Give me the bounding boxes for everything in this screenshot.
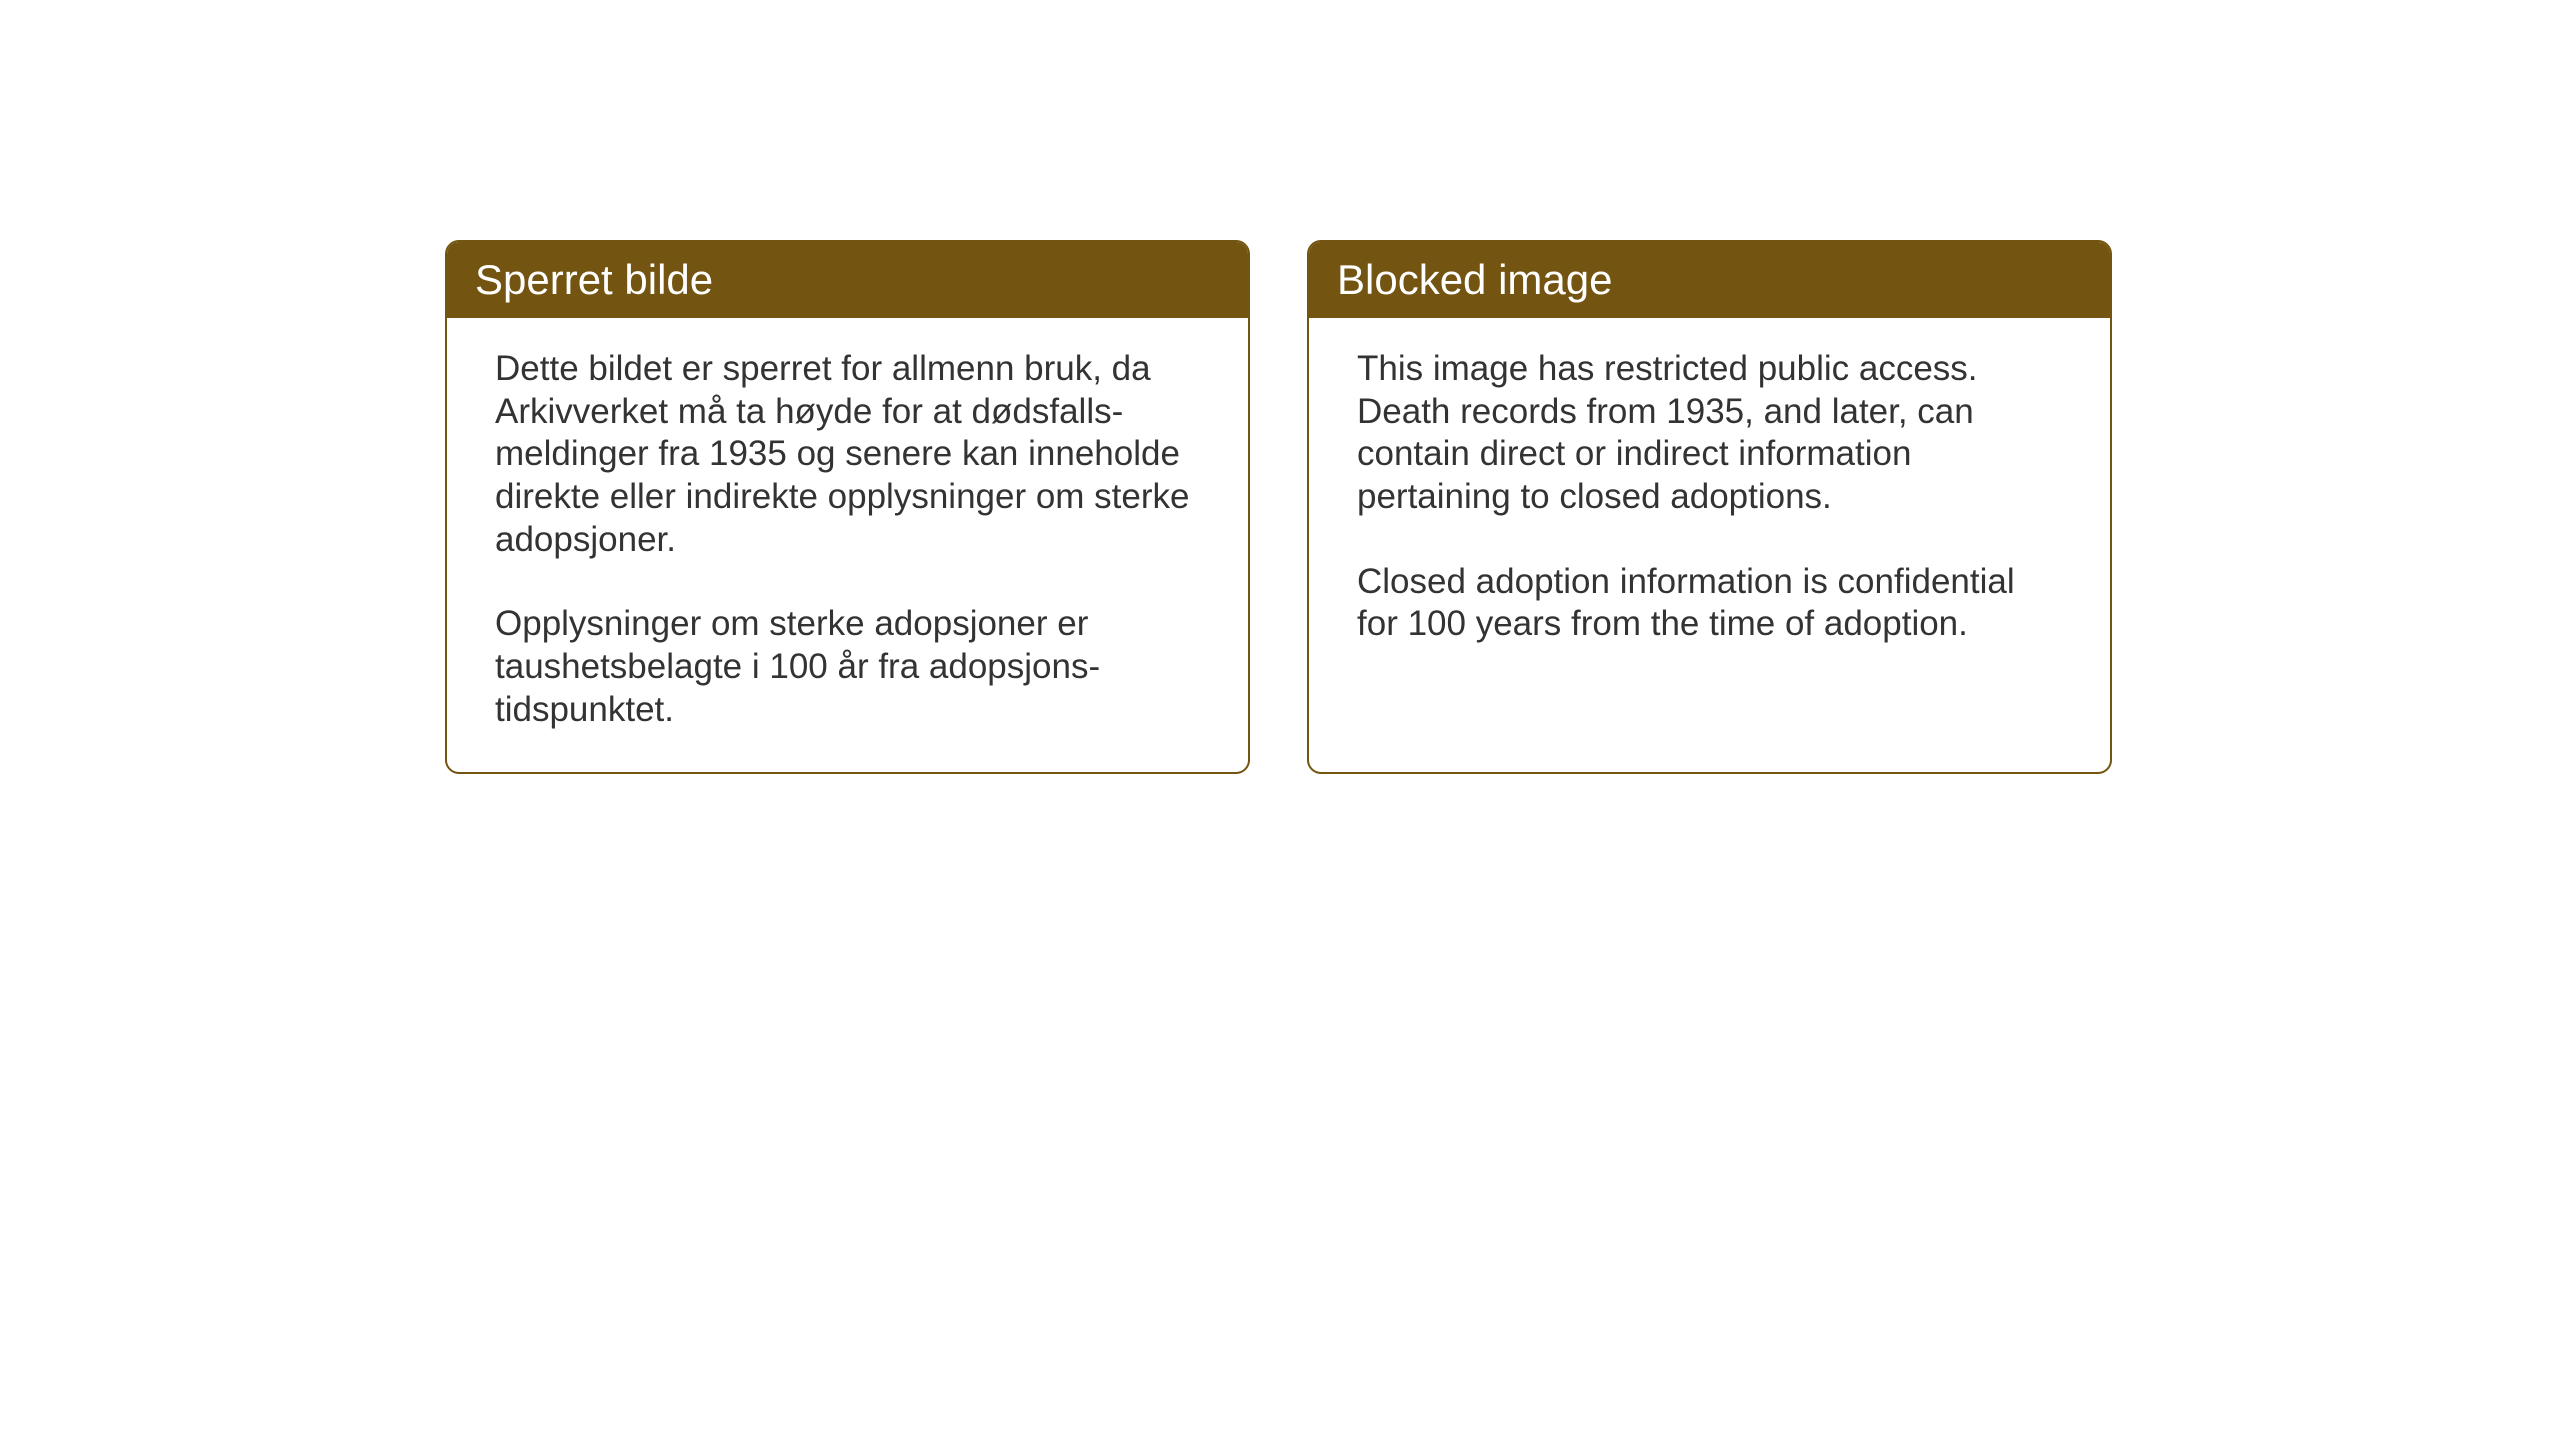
norwegian-paragraph-1: Dette bildet er sperret for allmenn bruk… — [495, 348, 1200, 561]
norwegian-paragraph-2: Opplysninger om sterke adopsjoner er tau… — [495, 603, 1200, 731]
english-notice-card: Blocked image This image has restricted … — [1307, 240, 2112, 774]
norwegian-card-body: Dette bildet er sperret for allmenn bruk… — [447, 318, 1248, 772]
english-card-body: This image has restricted public access.… — [1309, 318, 2110, 686]
norwegian-notice-card: Sperret bilde Dette bildet er sperret fo… — [445, 240, 1250, 774]
english-card-title: Blocked image — [1309, 242, 2110, 318]
english-paragraph-1: This image has restricted public access.… — [1357, 348, 2062, 519]
notice-container: Sperret bilde Dette bildet er sperret fo… — [445, 240, 2112, 774]
english-paragraph-2: Closed adoption information is confident… — [1357, 561, 2062, 646]
norwegian-card-title: Sperret bilde — [447, 242, 1248, 318]
